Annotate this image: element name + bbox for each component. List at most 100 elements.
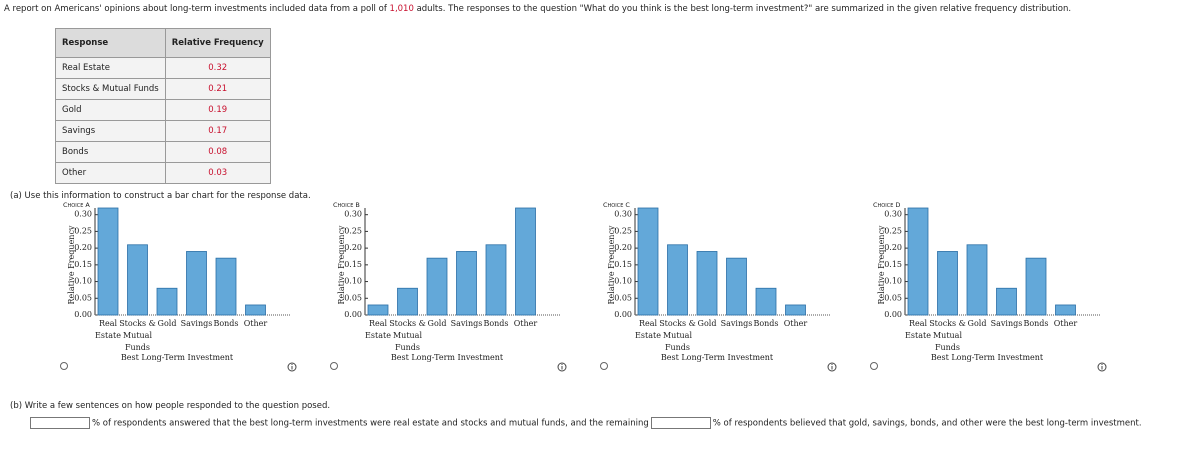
frequency-cell: 0.21 bbox=[164, 78, 271, 100]
bar bbox=[907, 207, 929, 316]
y-tick-label: 0.20 bbox=[614, 243, 632, 252]
x-tick-label: Savings bbox=[451, 319, 483, 328]
bar bbox=[97, 207, 119, 316]
y-axis-label: Relative Frequency bbox=[877, 225, 886, 304]
frequency-table: Response Relative Frequency Real Estate 0.… bbox=[55, 28, 271, 184]
bar bbox=[637, 207, 659, 316]
frequency-cell: 0.03 bbox=[164, 162, 271, 184]
bar bbox=[726, 257, 747, 316]
x-tick-label: Mutual bbox=[663, 331, 692, 340]
frequency-cell: 0.19 bbox=[164, 99, 271, 121]
y-tick-label: 0.15 bbox=[884, 260, 902, 269]
answer-text: % of respondents answered that the best … bbox=[92, 418, 649, 429]
info-icon-dot bbox=[291, 363, 293, 366]
bar bbox=[397, 287, 418, 316]
bar bbox=[186, 251, 207, 316]
x-tick-label: Funds bbox=[125, 343, 150, 352]
table-row: Bonds 0.08 bbox=[55, 141, 271, 163]
x-tick-label: Gold bbox=[968, 319, 987, 328]
x-tick-label: Bonds bbox=[1023, 319, 1048, 328]
y-tick-label: 0.15 bbox=[344, 260, 362, 269]
bar bbox=[667, 244, 688, 316]
x-tick-label: Bonds bbox=[213, 319, 238, 328]
y-tick-label: 0.10 bbox=[614, 277, 632, 286]
x-tick-label: Other bbox=[514, 319, 538, 328]
y-tick-label: 0.30 bbox=[74, 210, 92, 219]
y-tick-label: 0.05 bbox=[884, 293, 902, 302]
x-tick-label: Gold bbox=[698, 319, 717, 328]
poll-size: 1,010 bbox=[389, 4, 414, 14]
y-tick-label: 0.25 bbox=[74, 226, 92, 235]
response-cell: Real Estate bbox=[55, 57, 166, 79]
y-tick-label: 0.05 bbox=[74, 293, 92, 302]
y-tick-label: 0.30 bbox=[614, 210, 632, 219]
x-axis-label: Best Long-Term Investment bbox=[391, 353, 504, 362]
bar bbox=[156, 287, 178, 316]
bar bbox=[426, 257, 448, 316]
table-row: Other 0.03 bbox=[55, 162, 271, 184]
bar bbox=[966, 244, 988, 316]
y-tick-label: 0.00 bbox=[614, 310, 632, 319]
x-tick-label: Real bbox=[909, 319, 928, 328]
info-icon-dot bbox=[1101, 363, 1103, 366]
answer-input[interactable] bbox=[650, 417, 711, 429]
y-tick-label: 0.00 bbox=[74, 310, 92, 319]
intro: A report on Americans' opinions about lo… bbox=[4, 4, 1071, 14]
bar bbox=[515, 207, 536, 316]
radio-button[interactable] bbox=[330, 362, 338, 370]
bar bbox=[696, 251, 718, 316]
y-tick-label: 0.10 bbox=[884, 277, 902, 286]
choice-chart: Choice C Relative Frequency 0.00 0.05 0.10 0.… bbox=[600, 201, 837, 372]
part-b: (b) Write a few sentences on how people … bbox=[10, 401, 331, 411]
intro-text: adults. The responses to the question "W… bbox=[413, 4, 1072, 14]
choice-label: Choice D bbox=[873, 201, 900, 209]
response-cell: Other bbox=[55, 162, 166, 184]
bar bbox=[1055, 304, 1076, 316]
bar bbox=[1025, 257, 1047, 316]
frequency-cell: 0.32 bbox=[164, 57, 271, 79]
y-tick-label: 0.15 bbox=[74, 260, 92, 269]
x-tick-label: Real bbox=[369, 319, 388, 328]
answer-line: % of respondents answered that the best … bbox=[28, 417, 1142, 429]
answer-input[interactable] bbox=[30, 417, 90, 429]
choice-chart: Choice B Relative Frequency 0.00 0.05 0.10 0.… bbox=[330, 201, 567, 372]
y-tick-label: 0.30 bbox=[884, 210, 902, 219]
response-cell: Gold bbox=[55, 99, 166, 121]
x-tick-label: Bonds bbox=[483, 319, 508, 328]
bar bbox=[755, 287, 777, 316]
radio-button[interactable] bbox=[600, 362, 608, 370]
intro-text: A report on Americans' opinions about lo… bbox=[4, 4, 390, 14]
radio-button[interactable] bbox=[60, 362, 68, 370]
bar bbox=[127, 244, 148, 316]
table-row: Real Estate 0.32 bbox=[55, 57, 271, 79]
x-tick-label: Other bbox=[784, 319, 808, 328]
table-header: Response bbox=[55, 28, 166, 58]
x-tick-label: Mutual bbox=[393, 331, 422, 340]
x-tick-label: Real bbox=[639, 319, 658, 328]
frequency-cell: 0.08 bbox=[164, 141, 271, 163]
x-tick-label: Stocks & bbox=[119, 319, 156, 328]
y-tick-label: 0.25 bbox=[614, 226, 632, 235]
bar bbox=[937, 251, 958, 316]
radio-button[interactable] bbox=[870, 362, 878, 370]
y-tick-label: 0.15 bbox=[614, 260, 632, 269]
choice-label: Choice A bbox=[63, 201, 90, 209]
x-tick-label: Estate bbox=[905, 331, 931, 340]
table-row: Savings 0.17 bbox=[55, 120, 271, 142]
y-axis-label: Relative Frequency bbox=[607, 225, 616, 304]
table-row: Stocks & Mutual Funds 0.21 bbox=[55, 78, 271, 100]
x-tick-label: Estate bbox=[365, 331, 391, 340]
x-tick-label: Gold bbox=[158, 319, 177, 328]
choice-label: Choice B bbox=[333, 201, 360, 209]
x-tick-label: Funds bbox=[935, 343, 960, 352]
x-axis-label: Best Long-Term Investment bbox=[931, 353, 1044, 362]
x-tick-label: Bonds bbox=[753, 319, 778, 328]
choice-label: Choice C bbox=[603, 201, 630, 209]
choice-chart: Choice D Relative Frequency 0.00 0.05 0.10 0.… bbox=[870, 201, 1107, 372]
response-cell: Bonds bbox=[55, 141, 166, 163]
x-tick-label: Savings bbox=[721, 319, 753, 328]
y-tick-label: 0.20 bbox=[74, 243, 92, 252]
y-tick-label: 0.10 bbox=[344, 277, 362, 286]
bar bbox=[785, 304, 806, 316]
